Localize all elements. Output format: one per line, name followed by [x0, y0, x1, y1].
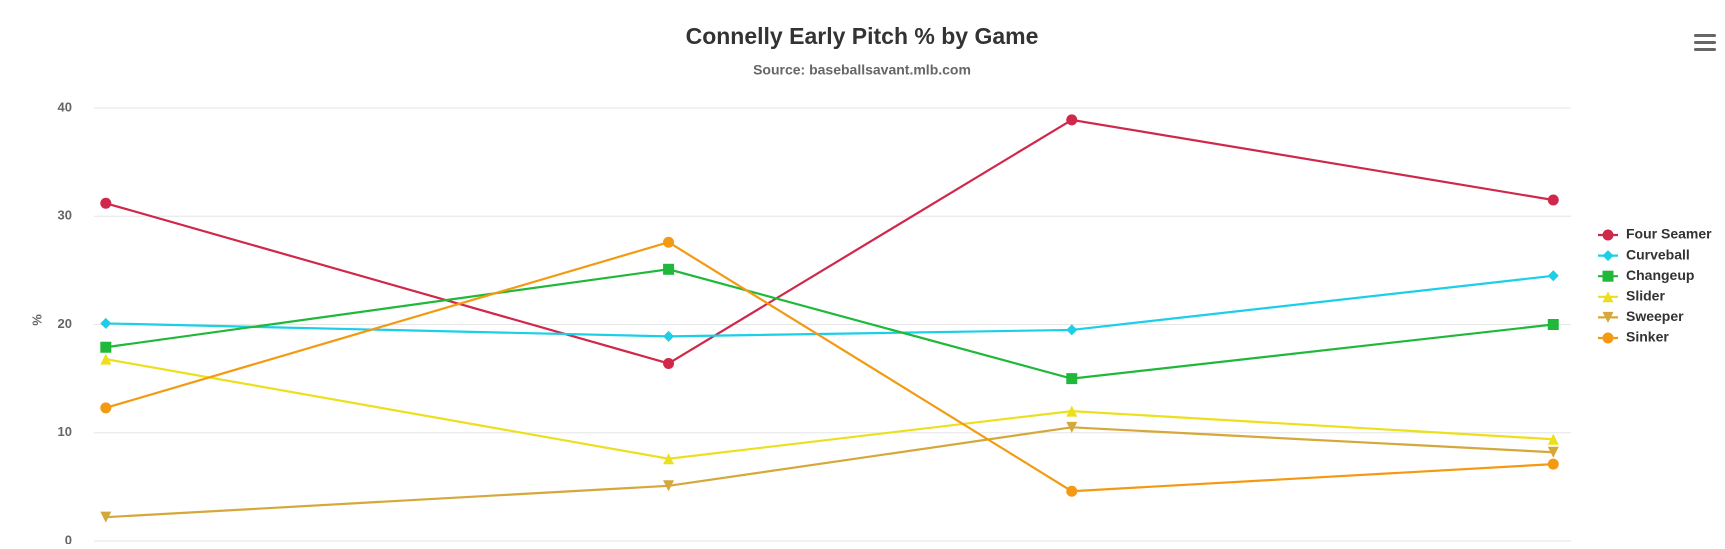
point — [663, 263, 675, 275]
menu-bar — [1694, 34, 1716, 37]
legend-label: Sinker — [1626, 329, 1669, 345]
point — [663, 480, 675, 492]
point — [663, 236, 675, 248]
y-tick-label: 0 — [65, 532, 72, 544]
point — [663, 453, 675, 465]
point — [1547, 433, 1559, 445]
y-tick-label: 30 — [58, 208, 72, 223]
series-line — [105, 358, 1554, 460]
point — [1066, 373, 1078, 385]
series — [100, 236, 1559, 497]
legend-label: Changeup — [1626, 267, 1694, 283]
point — [1066, 114, 1078, 126]
point — [1602, 291, 1614, 303]
chart-title: Connelly Early Pitch % by Game — [686, 23, 1039, 49]
legend-label: Curveball — [1626, 246, 1690, 262]
point — [1602, 332, 1614, 344]
point — [1547, 458, 1559, 470]
series-line — [105, 118, 1554, 365]
y-tick-label: 20 — [58, 316, 72, 331]
point — [100, 511, 112, 523]
point — [1602, 270, 1614, 282]
point — [1547, 194, 1559, 206]
point — [100, 197, 112, 209]
menu-button[interactable] — [1694, 34, 1716, 51]
series-line — [105, 268, 1554, 380]
legend-label: Slider — [1626, 288, 1665, 304]
menu-bar — [1694, 41, 1716, 44]
point — [663, 357, 675, 369]
point — [1602, 229, 1614, 241]
point — [100, 402, 112, 414]
series — [100, 270, 1559, 342]
chart-subtitle: Source: baseballsavant.mlb.com — [753, 62, 971, 78]
point — [1066, 485, 1078, 497]
legend-label: Sweeper — [1626, 308, 1684, 324]
point — [100, 317, 112, 329]
series — [100, 421, 1559, 523]
series — [100, 353, 1559, 465]
point — [1066, 405, 1078, 417]
point — [1066, 324, 1078, 336]
point — [1066, 421, 1078, 433]
series-line — [105, 241, 1554, 493]
point — [663, 330, 675, 342]
point — [1547, 319, 1559, 330]
point — [1602, 311, 1614, 323]
y-tick-label: 40 — [58, 99, 72, 114]
point — [100, 353, 112, 365]
series-line — [105, 274, 1554, 338]
point — [1547, 270, 1559, 282]
menu-bar — [1694, 48, 1716, 51]
series — [100, 263, 1559, 385]
point — [100, 341, 112, 353]
series — [100, 114, 1559, 369]
y-tick-label: 10 — [58, 424, 72, 439]
y-axis-label: % — [29, 314, 44, 326]
point — [1547, 446, 1559, 458]
series-line — [105, 426, 1554, 519]
legend-label: Four Seamer — [1626, 226, 1712, 242]
point — [1602, 250, 1614, 262]
